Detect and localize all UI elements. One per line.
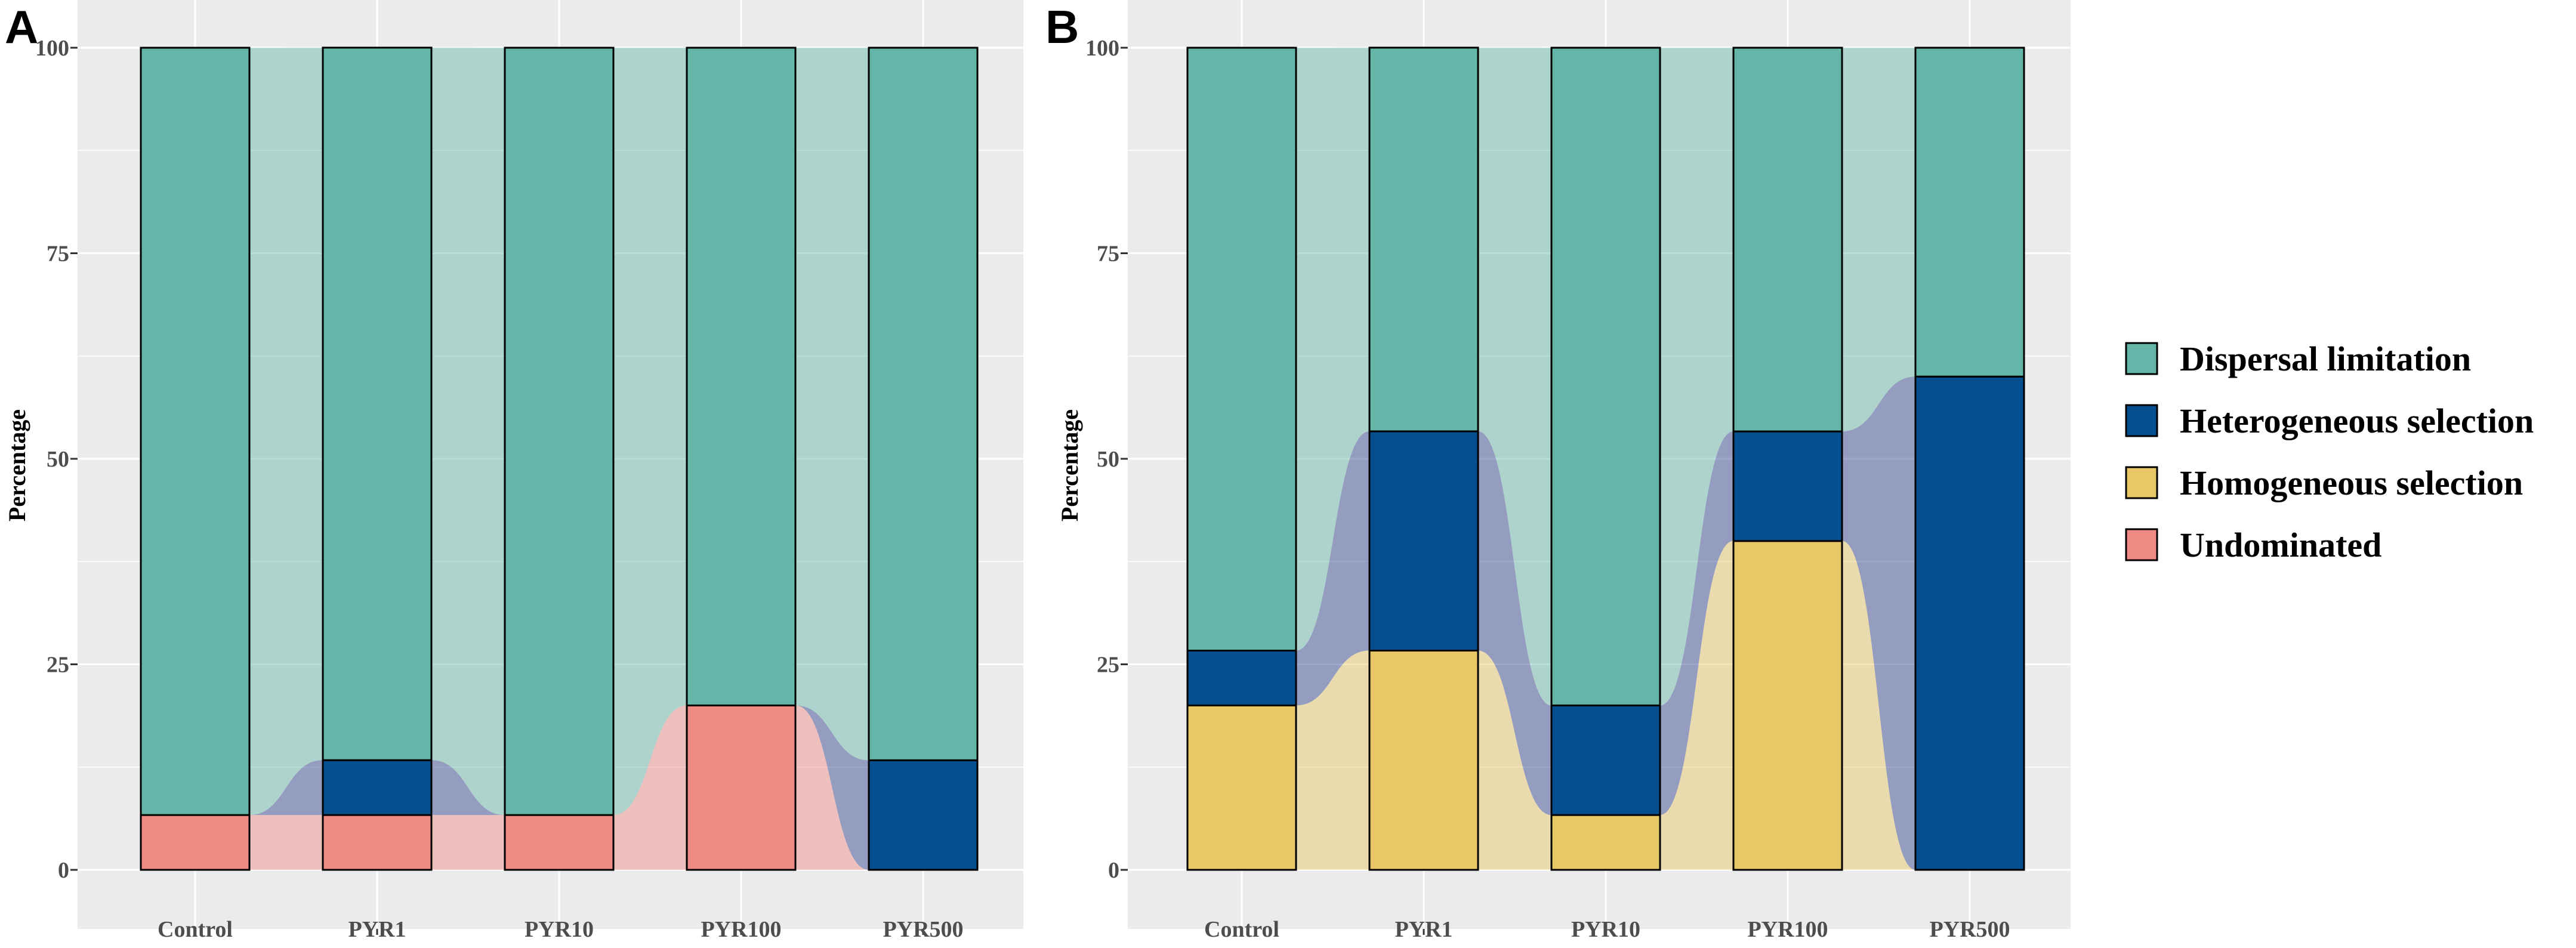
bar-pyr10-heterogeneous-selection — [1550, 704, 1661, 816]
flow-undominated — [431, 815, 505, 870]
bar-pyr100-undominated — [686, 704, 797, 871]
bar-pyr100-homogeneous-selection — [1732, 540, 1843, 871]
bars — [1186, 47, 2025, 871]
y-tick-label: 25 — [1097, 653, 1119, 678]
flow-undominated — [613, 705, 687, 870]
x-tick-label-control: Control — [158, 917, 233, 942]
y-tick-label: 25 — [47, 653, 69, 678]
flow-dispersal-limitation — [1478, 47, 1551, 706]
y-axis-title: Percentage — [4, 409, 30, 521]
bar-pyr1-homogeneous-selection — [1368, 649, 1479, 871]
flow-dispersal-limitation — [613, 48, 687, 816]
y-tick-label: 75 — [1097, 242, 1119, 267]
x-tick-label-pyr500: PYR500 — [1929, 917, 2010, 942]
y-tick-label: 100 — [35, 36, 69, 61]
x-tick-label-control: Control — [1204, 917, 1279, 942]
legend: Dispersal limitation Heterogeneous select… — [2125, 339, 2534, 564]
flow-heterogeneous-selection — [1296, 431, 1369, 706]
legend-label-homogeneous-selection: Homogeneous selection — [2180, 464, 2523, 502]
flow-heterogeneous-selection — [1842, 376, 1915, 870]
bar-control-undominated — [140, 814, 251, 871]
flow-homogeneous-selection — [1296, 650, 1369, 870]
bar-pyr500-heterogeneous-selection — [868, 759, 979, 871]
panel-b: 0 25 50 75 100 Control PYR1 PYR10 PYR100 PYR500 Pe… — [1045, 0, 2071, 942]
bar-pyr1-dispersal-limitation — [1368, 47, 1479, 433]
flow-homogeneous-selection — [1660, 541, 1733, 870]
x-tick-label-pyr500: PYR500 — [883, 917, 963, 942]
flow-dispersal-limitation — [1660, 48, 1733, 706]
panel-label: A — [5, 1, 38, 53]
y-tick-label: 0 — [1108, 858, 1119, 883]
bar-pyr10-homogeneous-selection — [1550, 814, 1661, 871]
bar-pyr1-undominated — [322, 814, 433, 871]
bar-pyr10-dispersal-limitation — [1550, 47, 1661, 706]
x-tick-label-pyr100: PYR100 — [701, 917, 781, 942]
flow-dispersal-limitation — [795, 48, 869, 761]
flow-homogeneous-selection — [1478, 650, 1551, 870]
bar-pyr10-dispersal-limitation — [504, 47, 615, 816]
y-tick-label: 0 — [58, 858, 69, 883]
bar-control-homogeneous-selection — [1186, 704, 1297, 871]
bar-pyr1-dispersal-limitation — [322, 47, 433, 761]
bar-pyr500-dispersal-limitation — [868, 47, 979, 761]
flow-dispersal-limitation — [431, 47, 505, 816]
legend-label-heterogeneous-selection: Heterogeneous selection — [2180, 402, 2534, 440]
y-axis-title: Percentage — [1056, 409, 1083, 521]
legend-label-dispersal-limitation: Dispersal limitation — [2180, 339, 2471, 378]
legend-swatch-undominated — [2125, 528, 2158, 561]
bar-pyr500-heterogeneous-selection — [1914, 375, 2025, 871]
flow-heterogeneous-selection — [795, 705, 869, 870]
flow-heterogeneous-selection — [1478, 431, 1551, 816]
bars — [140, 47, 979, 871]
y-tick-label: 75 — [47, 242, 69, 267]
panel-label: B — [1045, 1, 1079, 53]
y-tick-label: 50 — [47, 447, 69, 472]
x-tick-label-pyr100: PYR100 — [1747, 917, 1828, 942]
legend-swatch-dispersal-limitation — [2125, 342, 2158, 375]
flow-heterogeneous-selection — [1660, 431, 1733, 816]
legend-swatch-heterogeneous-selection — [2125, 404, 2158, 437]
bar-control-heterogeneous-selection — [1186, 649, 1297, 706]
panel-a: 0 25 50 75 100 Control PYR1 PYR10 PYR100 PYR500 Pe… — [4, 0, 1023, 942]
alluvial-flows — [1296, 47, 1915, 870]
bar-pyr100-dispersal-limitation — [686, 47, 797, 706]
bar-control-dispersal-limitation — [1186, 47, 1297, 651]
flow-undominated — [249, 815, 323, 870]
x-tick-label-pyr1: PYR1 — [1395, 917, 1452, 942]
legend-label-undominated: Undominated — [2180, 526, 2381, 564]
flow-heterogeneous-selection — [249, 760, 323, 816]
bar-control-dispersal-limitation — [140, 47, 251, 816]
x-tick-label-pyr10: PYR10 — [1571, 917, 1640, 942]
flow-heterogeneous-selection — [431, 760, 505, 816]
bar-pyr100-heterogeneous-selection — [1732, 430, 1843, 542]
y-tick-label: 50 — [1097, 447, 1119, 472]
flow-dispersal-limitation — [1842, 48, 1915, 432]
y-tick-label: 100 — [1085, 36, 1119, 61]
x-tick-label-pyr10: PYR10 — [525, 917, 594, 942]
legend-swatch-homogeneous-selection — [2125, 466, 2158, 499]
bar-pyr1-heterogeneous-selection — [1368, 430, 1479, 651]
bar-pyr500-dispersal-limitation — [1914, 47, 2025, 378]
bar-pyr100-dispersal-limitation — [1732, 47, 1843, 433]
alluvial-flows — [249, 47, 869, 870]
x-tick-label-pyr1: PYR1 — [348, 917, 406, 942]
bar-pyr1-heterogeneous-selection — [322, 759, 433, 816]
flow-dispersal-limitation — [1296, 47, 1369, 651]
flow-homogeneous-selection — [1842, 541, 1915, 870]
flow-dispersal-limitation — [249, 47, 323, 816]
bar-pyr10-undominated — [504, 814, 615, 871]
flow-undominated — [795, 705, 869, 870]
